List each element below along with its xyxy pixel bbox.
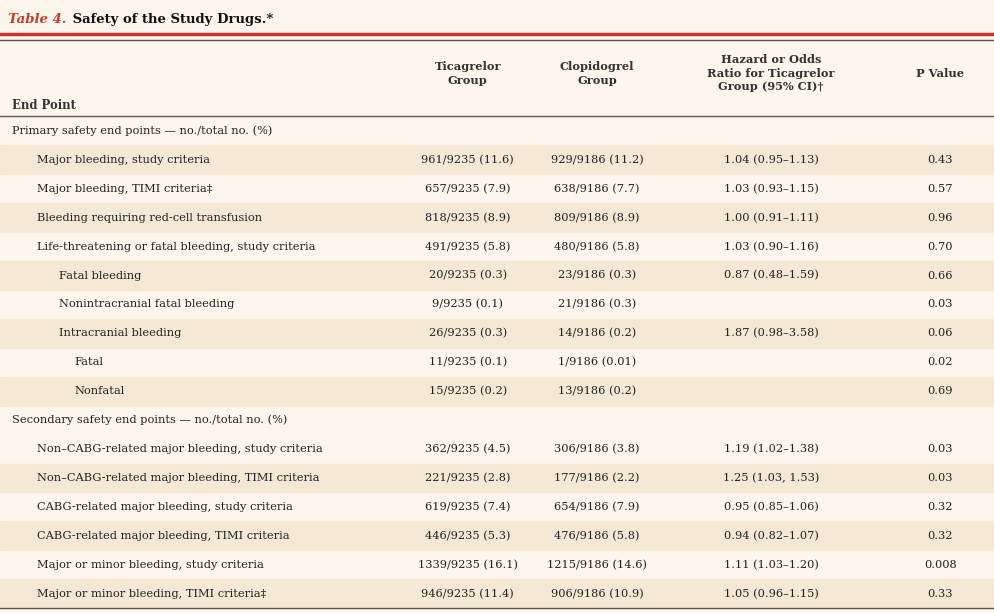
Text: 0.32: 0.32 [926,531,952,541]
Text: Primary safety end points — no./total no. (%): Primary safety end points — no./total no… [12,126,272,136]
Text: 0.57: 0.57 [926,184,952,194]
Text: Major or minor bleeding, TIMI criteria‡: Major or minor bleeding, TIMI criteria‡ [37,588,266,599]
Text: 9/9235 (0.1): 9/9235 (0.1) [431,299,503,310]
Text: Nonfatal: Nonfatal [75,386,125,396]
Text: 177/9186 (2.2): 177/9186 (2.2) [554,473,639,483]
Text: 1.25 (1.03, 1.53): 1.25 (1.03, 1.53) [723,473,818,483]
Text: Fatal: Fatal [75,357,103,367]
Text: 1.03 (0.90–1.16): 1.03 (0.90–1.16) [723,242,818,252]
Text: Major bleeding, TIMI criteria‡: Major bleeding, TIMI criteria‡ [37,184,212,194]
Bar [0,521,994,550]
Text: 491/9235 (5.8): 491/9235 (5.8) [424,242,510,252]
Bar [0,579,994,608]
Text: 11/9235 (0.1): 11/9235 (0.1) [428,357,506,367]
Text: 0.43: 0.43 [926,155,952,165]
Text: 221/9235 (2.8): 221/9235 (2.8) [424,473,510,483]
Text: CABG-related major bleeding, TIMI criteria: CABG-related major bleeding, TIMI criter… [37,531,289,541]
Text: 0.03: 0.03 [926,299,952,310]
Text: 946/9235 (11.4): 946/9235 (11.4) [420,588,514,599]
Text: 26/9235 (0.3): 26/9235 (0.3) [428,328,506,338]
Bar [0,377,994,406]
Text: 0.96: 0.96 [926,213,952,223]
Text: 15/9235 (0.2): 15/9235 (0.2) [428,386,506,397]
Text: 13/9186 (0.2): 13/9186 (0.2) [558,386,635,397]
Text: Secondary safety end points — no./total no. (%): Secondary safety end points — no./total … [12,415,287,425]
Text: 929/9186 (11.2): 929/9186 (11.2) [550,154,643,165]
Text: 0.32: 0.32 [926,502,952,512]
Text: 657/9235 (7.9): 657/9235 (7.9) [424,184,510,194]
Text: 818/9235 (8.9): 818/9235 (8.9) [424,213,510,223]
Text: 0.33: 0.33 [926,588,952,599]
Text: 0.95 (0.85–1.06): 0.95 (0.85–1.06) [723,501,818,512]
Bar [0,319,994,348]
Text: 1.04 (0.95–1.13): 1.04 (0.95–1.13) [723,154,818,165]
Text: Life-threatening or fatal bleeding, study criteria: Life-threatening or fatal bleeding, stud… [37,242,315,251]
Text: 1.87 (0.98–3.58): 1.87 (0.98–3.58) [723,328,818,338]
Text: 619/9235 (7.4): 619/9235 (7.4) [424,501,510,512]
Text: End Point: End Point [12,99,76,112]
Text: 1.03 (0.93–1.15): 1.03 (0.93–1.15) [723,184,818,194]
Text: 480/9186 (5.8): 480/9186 (5.8) [554,242,639,252]
Text: 0.70: 0.70 [926,242,952,251]
Text: 0.06: 0.06 [926,329,952,338]
Text: 306/9186 (3.8): 306/9186 (3.8) [554,444,639,454]
Text: 809/9186 (8.9): 809/9186 (8.9) [554,213,639,223]
Text: 1.00 (0.91–1.11): 1.00 (0.91–1.11) [723,213,818,223]
Text: 0.94 (0.82–1.07): 0.94 (0.82–1.07) [723,531,818,541]
Text: CABG-related major bleeding, study criteria: CABG-related major bleeding, study crite… [37,502,292,512]
Text: 20/9235 (0.3): 20/9235 (0.3) [428,270,506,281]
Bar [0,463,994,492]
Text: 0.008: 0.008 [923,560,955,569]
Text: Ticagrelor
Group: Ticagrelor Group [434,61,500,86]
Text: Major or minor bleeding, study criteria: Major or minor bleeding, study criteria [37,560,263,569]
Text: 362/9235 (4.5): 362/9235 (4.5) [424,444,510,454]
Text: 14/9186 (0.2): 14/9186 (0.2) [558,328,635,338]
Text: Non–CABG-related major bleeding, study criteria: Non–CABG-related major bleeding, study c… [37,444,322,454]
Text: 1.19 (1.02–1.38): 1.19 (1.02–1.38) [723,444,818,454]
Text: 0.03: 0.03 [926,444,952,454]
Text: 1.11 (1.03–1.20): 1.11 (1.03–1.20) [723,560,818,570]
Text: P Value: P Value [915,68,963,78]
Text: 1215/9186 (14.6): 1215/9186 (14.6) [547,560,646,570]
Text: Fatal bleeding: Fatal bleeding [59,270,141,281]
Bar [0,204,994,232]
Bar [0,145,994,174]
Text: 476/9186 (5.8): 476/9186 (5.8) [554,531,639,541]
Text: Safety of the Study Drugs.*: Safety of the Study Drugs.* [68,13,272,26]
Text: 961/9235 (11.6): 961/9235 (11.6) [420,154,514,165]
Text: Intracranial bleeding: Intracranial bleeding [59,329,181,338]
Text: Hazard or Odds
Ratio for Ticagrelor
Group (95% CI)†: Hazard or Odds Ratio for Ticagrelor Grou… [707,54,834,93]
Text: 0.87 (0.48–1.59): 0.87 (0.48–1.59) [723,270,818,281]
Text: 23/9186 (0.3): 23/9186 (0.3) [558,270,635,281]
Text: 906/9186 (10.9): 906/9186 (10.9) [550,588,643,599]
Bar [0,261,994,290]
Text: 0.02: 0.02 [926,357,952,367]
Text: 638/9186 (7.7): 638/9186 (7.7) [554,184,639,194]
Text: 0.66: 0.66 [926,270,952,281]
Text: 446/9235 (5.3): 446/9235 (5.3) [424,531,510,541]
Text: 654/9186 (7.9): 654/9186 (7.9) [554,501,639,512]
Text: Nonintracranial fatal bleeding: Nonintracranial fatal bleeding [59,299,234,310]
Text: 1.05 (0.96–1.15): 1.05 (0.96–1.15) [723,588,818,599]
Text: 1339/9235 (16.1): 1339/9235 (16.1) [417,560,517,570]
Text: 21/9186 (0.3): 21/9186 (0.3) [558,299,635,310]
Text: Table 4.: Table 4. [8,13,67,26]
Text: Clopidogrel
Group: Clopidogrel Group [560,61,633,86]
Text: 0.03: 0.03 [926,473,952,483]
Text: 1/9186 (0.01): 1/9186 (0.01) [558,357,635,367]
Text: Bleeding requiring red-cell transfusion: Bleeding requiring red-cell transfusion [37,213,261,223]
Text: 0.69: 0.69 [926,386,952,396]
Text: Non–CABG-related major bleeding, TIMI criteria: Non–CABG-related major bleeding, TIMI cr… [37,473,319,483]
Text: Major bleeding, study criteria: Major bleeding, study criteria [37,155,210,165]
